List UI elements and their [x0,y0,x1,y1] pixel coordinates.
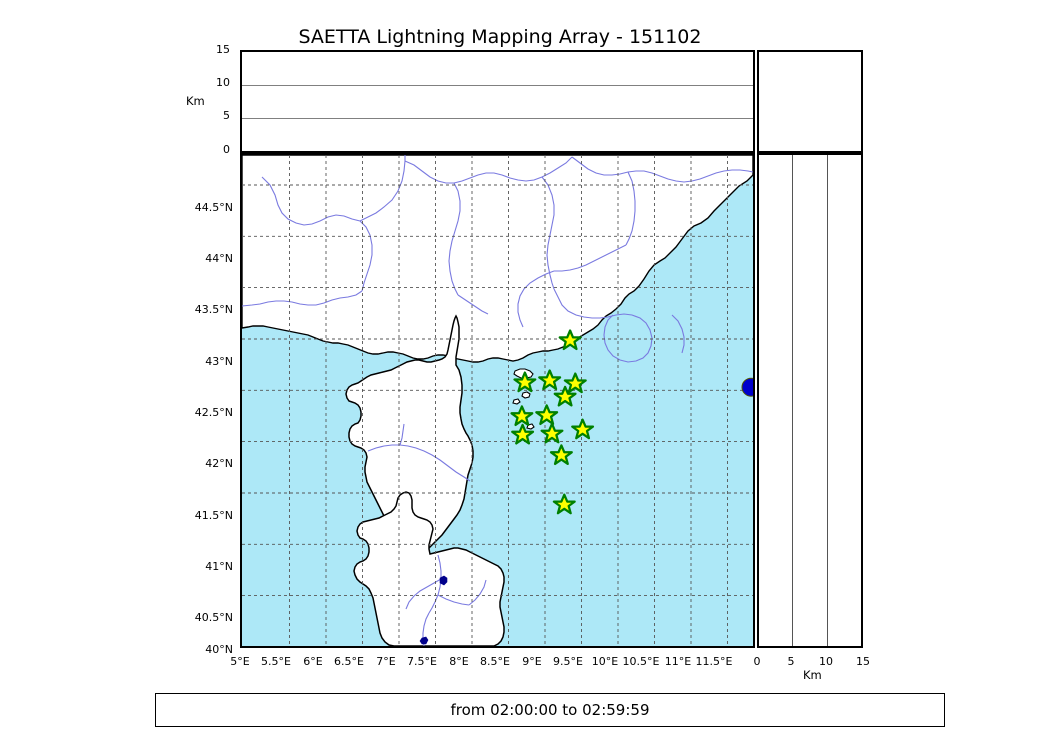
map-xtick-7E: 7°E [376,655,396,668]
right-panel-xtick-10: 10 [819,655,833,668]
map-ytick-43N: 43°N [205,355,233,368]
map-xtick-11E: 11°E [664,655,692,668]
top-panel-ytick-5: 5 [223,109,230,122]
station-marker [558,329,582,351]
right-panel-axis-label-km: Km [803,668,822,682]
map-xtick-8E: 8°E [449,655,469,668]
map-xtick-5E: 5°E [230,655,250,668]
top-altitude-panel[interactable] [240,50,755,153]
map-ytick-40-5N: 40.5°N [194,611,233,624]
right-altitude-panel[interactable] [757,153,863,648]
map-xtick-11-5E: 11.5°E [695,655,733,668]
map-xtick-6-5E: 6.5°E [334,655,364,668]
station-marker [553,385,577,407]
figure-title: SAETTA Lightning Mapping Array - 151102 [298,26,702,48]
map-xtick-5-5E: 5.5°E [261,655,291,668]
time-range-caption-box: from 02:00:00 to 02:59:59 [155,693,945,727]
top-panel-gridline-10 [242,85,753,86]
station-marker [513,371,537,393]
station-marker [511,423,535,445]
top-panel-ytick-10: 10 [216,76,230,89]
time-range-caption: from 02:00:00 to 02:59:59 [450,701,650,719]
vhf-sources-layer [741,377,753,397]
map-ytick-41N: 41°N [205,560,233,573]
right-panel-gridline-5 [792,155,793,646]
station-marker [552,493,576,515]
map-xtick-6E: 6°E [303,655,323,668]
map-ytick-40N: 40°N [205,643,233,656]
station-marker [538,369,562,391]
map-ytick-44N: 44°N [205,252,233,265]
map-xtick-10E: 10°E [591,655,619,668]
map-panel[interactable] [240,153,755,648]
map-xtick-8-5E: 8.5°E [480,655,510,668]
lakes-layer [419,575,448,645]
station-marker [549,444,573,466]
right-panel-gridline-10 [827,155,828,646]
lma-stations-layer [510,329,595,515]
map-xtick-10-5E: 10.5°E [622,655,660,668]
top-panel-axis-label-km: Km [186,94,205,108]
right-panel-xtick-5: 5 [787,655,795,668]
corsica-landmass [345,314,474,551]
map-svg [242,155,753,646]
map-ytick-41-5N: 41.5°N [194,509,233,522]
map-xtick-9-5E: 9.5°E [553,655,583,668]
top-panel-gridline-5 [242,118,753,119]
map-ytick-42N: 42°N [205,457,233,470]
station-marker [535,404,559,426]
map-xtick-7-5E: 7.5°E [407,655,437,668]
map-ytick-43-5N: 43.5°N [194,303,233,316]
island-small-a [521,391,531,399]
mainland-landmass [242,155,753,363]
station-marker [571,418,595,440]
vhf-source-dot [741,377,753,397]
map-ytick-42-5N: 42.5°N [194,406,233,419]
corner-panel[interactable] [757,50,863,153]
map-gridlines [242,155,753,646]
right-panel-xtick-15: 15 [856,655,870,668]
top-panel-ytick-15: 15 [216,43,230,56]
station-marker [540,422,564,444]
station-marker [510,405,534,427]
map-ytick-44-5N: 44.5°N [194,201,233,214]
island-small-b [512,398,521,405]
sardinia-landmass [353,491,505,646]
top-panel-ytick-0: 0 [223,143,230,156]
rivers-layer [242,155,753,646]
map-xtick-9E: 9°E [522,655,542,668]
station-marker [563,372,587,394]
right-panel-xtick-0: 0 [753,655,761,668]
